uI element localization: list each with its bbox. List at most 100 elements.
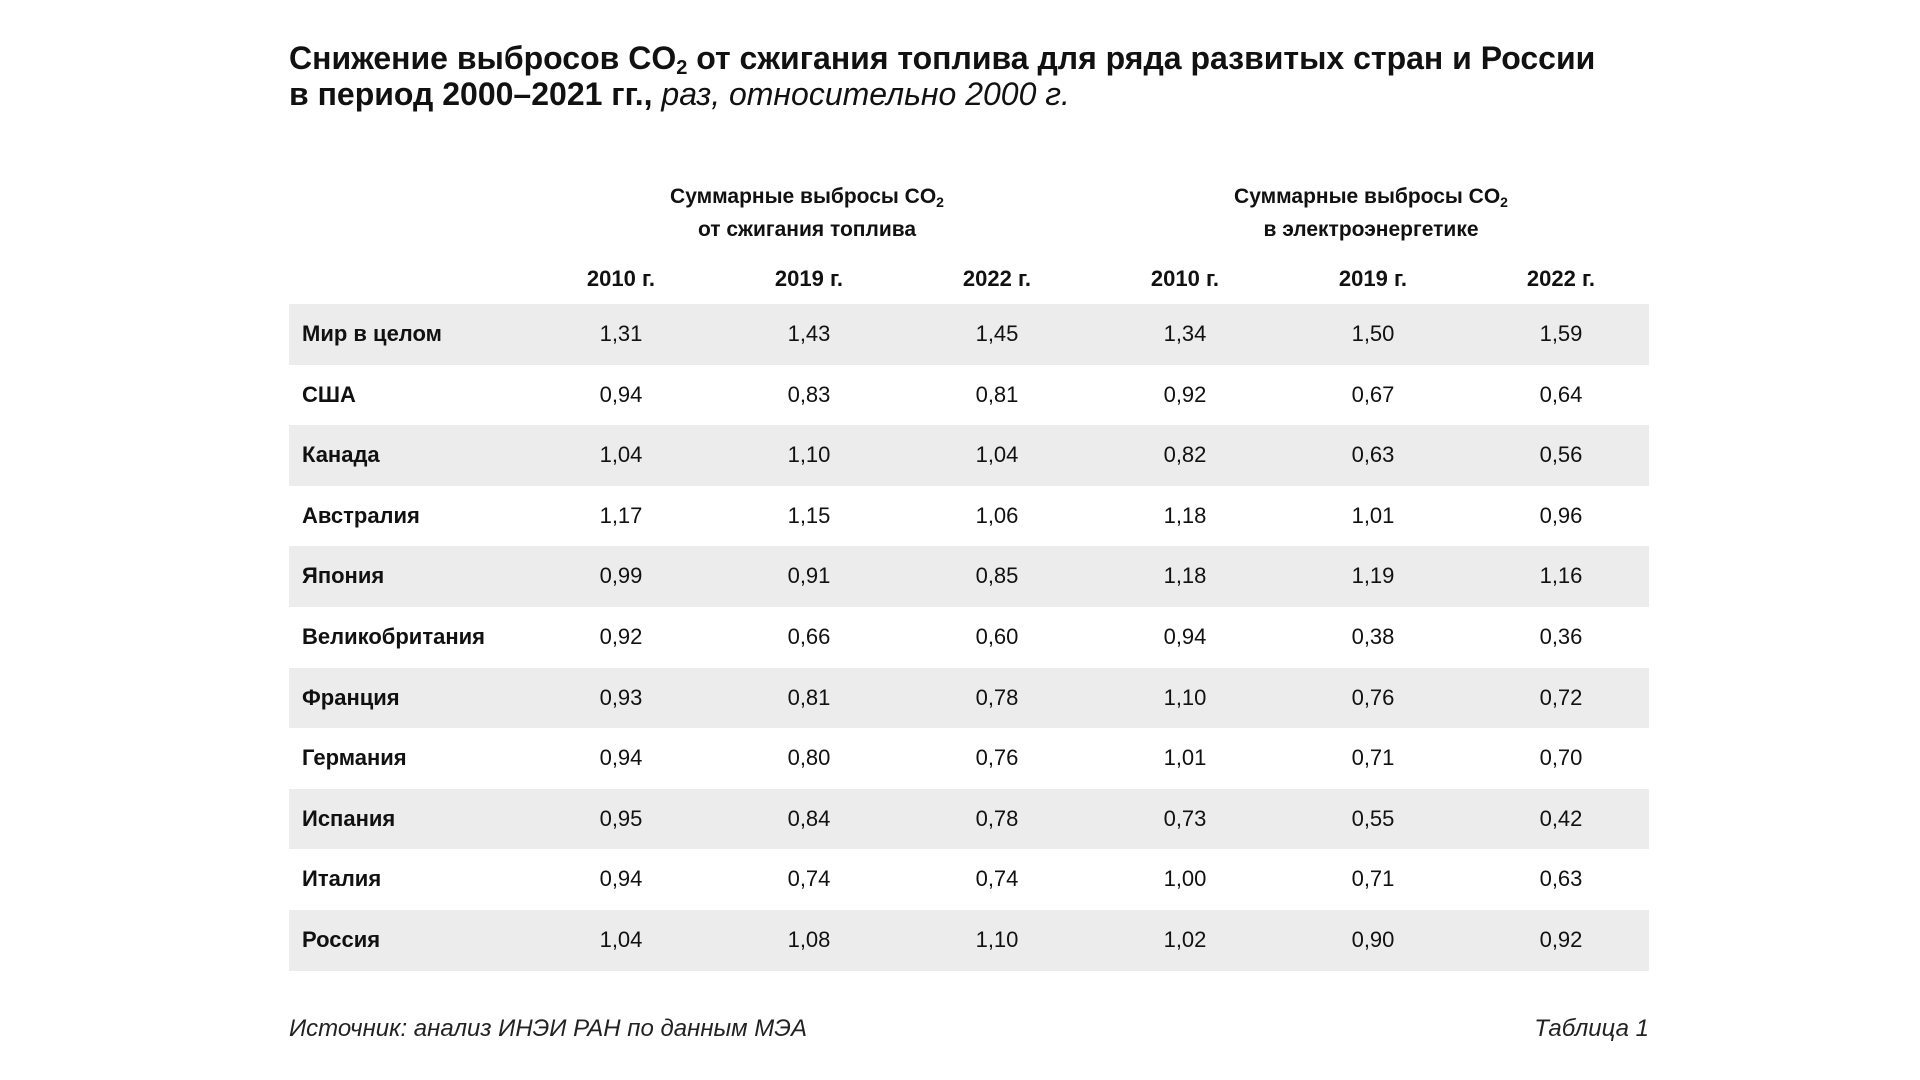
value-cell: 0,38 [1351, 623, 1395, 649]
value-cell: 0,42 [1539, 805, 1583, 831]
value-cell: 0,60 [975, 623, 1019, 649]
value-cell: 1,16 [1539, 563, 1583, 589]
table-row: Италия 0,94 0,74 0,74 1,00 0,71 0,63 [289, 849, 1649, 910]
value-cell: 0,71 [1351, 866, 1395, 892]
value-cell: 0,36 [1539, 623, 1583, 649]
country-name: Япония [302, 563, 385, 589]
value-cell: 0,73 [1163, 805, 1207, 831]
value-cell: 1,08 [787, 926, 831, 952]
value-cell: 0,67 [1351, 381, 1395, 407]
year-header: 2010 г. [586, 266, 656, 291]
value-cell: 1,10 [787, 442, 831, 468]
document-title: Снижение выбросов CO2 от сжигания топлив… [289, 40, 1689, 112]
year-header: 2010 г. [1150, 266, 1220, 291]
table-row: Россия 1,04 1,08 1,10 1,02 0,90 0,92 [289, 909, 1649, 971]
title-line-1: Снижение выбросов CO2 от сжигания топлив… [289, 40, 1596, 79]
value-cell: 1,43 [787, 321, 831, 346]
value-cell: 1,10 [1163, 684, 1207, 710]
value-cell: 0,82 [1163, 442, 1207, 468]
value-cell: 1,15 [787, 502, 831, 528]
value-cell: 0,92 [599, 623, 643, 649]
value-cell: 0,70 [1539, 745, 1583, 771]
value-cell: 0,78 [975, 684, 1019, 710]
value-cell: 0,80 [787, 745, 831, 771]
value-cell: 0,90 [1351, 926, 1395, 952]
value-cell: 1,18 [1163, 563, 1207, 589]
value-cell: 0,74 [787, 866, 831, 892]
value-cell: 1,02 [1163, 926, 1207, 952]
country-name: Мир в целом [302, 321, 442, 346]
value-cell: 0,99 [599, 563, 643, 589]
value-cell: 0,56 [1539, 442, 1583, 468]
value-cell: 0,81 [787, 684, 831, 710]
year-header-row: 2010 г. 2019 г. 2022 г. 2010 г. 2019 г. … [289, 262, 1649, 296]
value-cell: 1,10 [975, 926, 1019, 952]
value-cell: 0,71 [1351, 745, 1395, 771]
country-name: США [302, 381, 356, 407]
emissions-table: Мир в целом 1,31 1,43 1,45 1,34 1,50 1,59 США 0,… [289, 304, 1649, 971]
value-cell: 0,94 [599, 745, 643, 771]
value-cell: 0,64 [1539, 381, 1583, 407]
country-name: Франция [302, 684, 400, 710]
table-label: Таблица 1 [1534, 1015, 1649, 1042]
country-name: Австралия [302, 502, 420, 528]
table-row: Япония 0,99 0,91 0,85 1,18 1,19 1,16 [289, 546, 1649, 607]
value-cell: 0,93 [599, 684, 643, 710]
country-name: Великобритания [302, 623, 485, 649]
value-cell: 1,19 [1351, 563, 1395, 589]
value-cell: 0,66 [787, 623, 831, 649]
value-cell: 0,92 [1163, 381, 1207, 407]
country-name: Канада [302, 442, 380, 468]
table-row: Франция 0,93 0,81 0,78 1,10 0,76 0,72 [289, 667, 1649, 729]
value-cell: 1,34 [1163, 321, 1207, 346]
value-cell: 0,84 [787, 805, 831, 831]
value-cell: 0,85 [975, 563, 1019, 589]
value-cell: 1,18 [1163, 502, 1207, 528]
value-cell: 1,01 [1351, 502, 1395, 528]
value-cell: 1,50 [1351, 321, 1395, 346]
value-cell: 1,06 [975, 502, 1019, 528]
value-cell: 0,94 [1163, 623, 1207, 649]
value-cell: 1,31 [599, 321, 643, 346]
year-header: 2019 г. [1338, 266, 1408, 291]
value-cell: 0,91 [787, 563, 831, 589]
value-cell: 1,00 [1163, 866, 1207, 892]
value-cell: 0,83 [787, 381, 831, 407]
value-cell: 0,96 [1539, 502, 1583, 528]
value-cell: 0,76 [975, 745, 1019, 771]
country-name: Германия [302, 745, 407, 771]
value-cell: 1,17 [599, 502, 643, 528]
table-row: Канада 1,04 1,10 1,04 0,82 0,63 0,56 [289, 425, 1649, 486]
group-header-power-sector: Суммарные выбросы CO2 в электроэнергетик… [1234, 185, 1508, 241]
value-cell: 1,45 [975, 321, 1019, 346]
year-header: 2022 г. [962, 266, 1032, 291]
table-row: Германия 0,94 0,80 0,76 1,01 0,71 0,70 [289, 728, 1649, 789]
value-cell: 1,01 [1163, 745, 1207, 771]
source-note: Источник: анализ ИНЭИ РАН по данным МЭА [289, 1015, 807, 1042]
year-header: 2022 г. [1526, 266, 1596, 291]
country-name: Испания [302, 805, 396, 831]
country-name: Россия [302, 926, 381, 952]
title-line-2: в период 2000–2021 гг., раз, относительн… [289, 76, 1070, 112]
year-header: 2019 г. [774, 266, 844, 291]
value-cell: 0,95 [599, 805, 643, 831]
group-header-fuel-combustion: Суммарные выбросы CO2 от сжигания топлив… [670, 185, 944, 241]
value-cell: 0,55 [1351, 805, 1395, 831]
value-cell: 0,74 [975, 866, 1019, 892]
table-row: США 0,94 0,83 0,81 0,92 0,67 0,64 [289, 365, 1649, 426]
value-cell: 0,78 [975, 805, 1019, 831]
value-cell: 1,04 [599, 442, 643, 468]
value-cell: 1,59 [1539, 321, 1583, 346]
table-row: Великобритания 0,92 0,66 0,60 0,94 0,38 0,36 [289, 607, 1649, 668]
value-cell: 0,63 [1351, 442, 1395, 468]
value-cell: 0,94 [599, 381, 643, 407]
country-name: Италия [302, 866, 382, 892]
value-cell: 0,94 [599, 866, 643, 892]
table-row: Испания 0,95 0,84 0,78 0,73 0,55 0,42 [289, 788, 1649, 850]
value-cell: 1,04 [599, 926, 643, 952]
value-cell: 0,76 [1351, 684, 1395, 710]
table-row: Австралия 1,17 1,15 1,06 1,18 1,01 0,96 [289, 486, 1649, 547]
value-cell: 1,04 [975, 442, 1019, 468]
table-row: Мир в целом 1,31 1,43 1,45 1,34 1,50 1,59 [289, 304, 1649, 365]
value-cell: 0,92 [1539, 926, 1583, 952]
